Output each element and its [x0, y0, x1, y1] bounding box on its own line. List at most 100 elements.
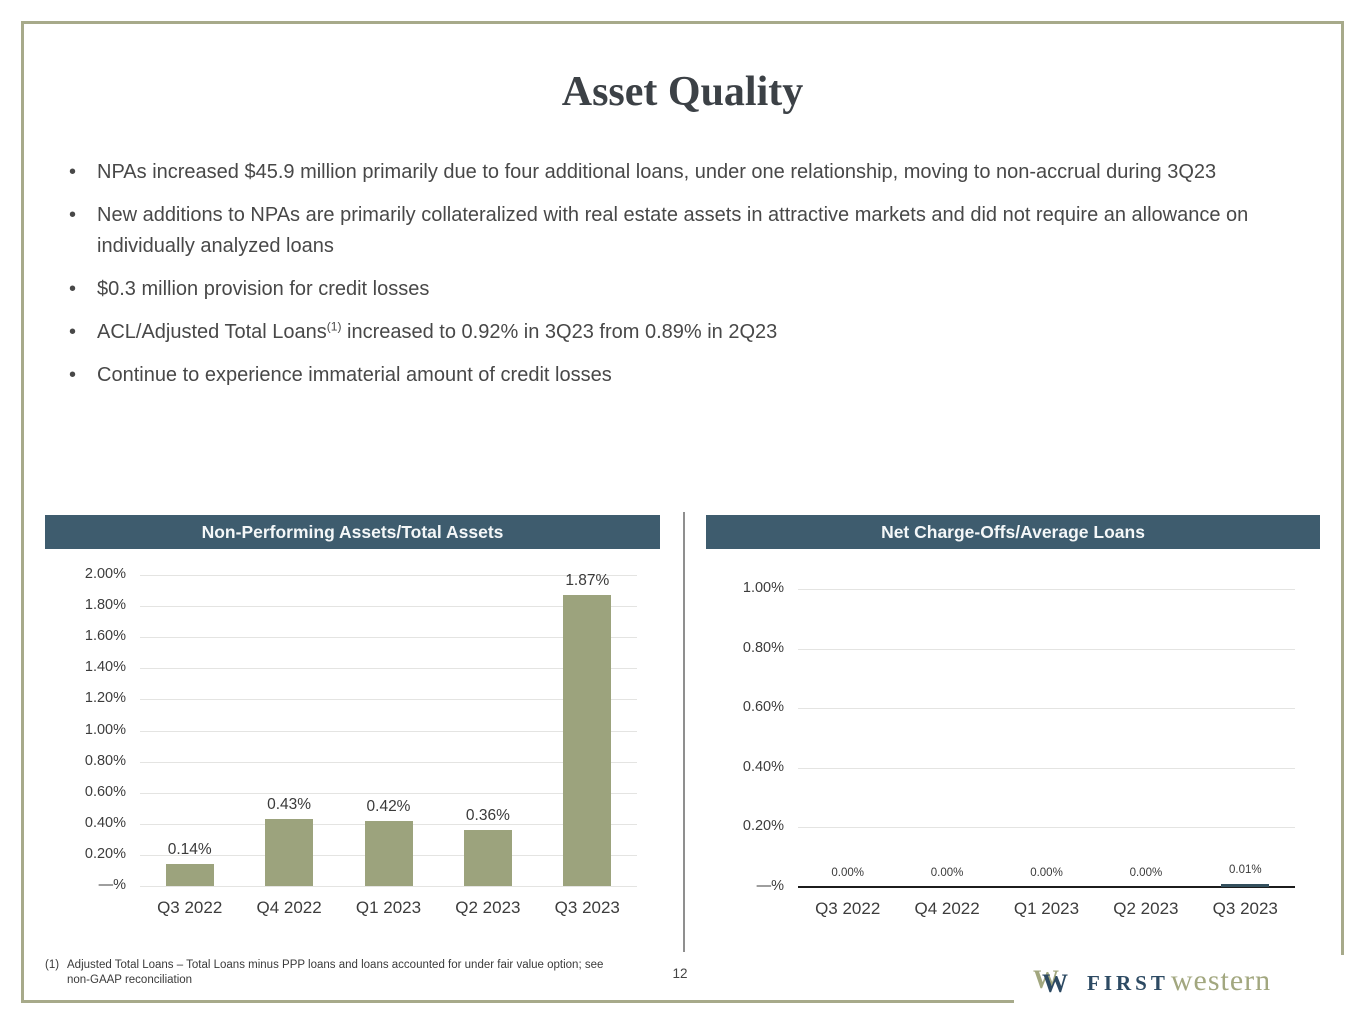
y-axis-tick-label: 2.00% [84, 566, 126, 582]
logo-text-western: western [1170, 964, 1272, 997]
y-axis-tick-label: 0.20% [742, 818, 784, 835]
bullet-glyph: • [69, 321, 77, 343]
slide-border-right [1341, 21, 1344, 955]
bullet-item-3: • ACL/Adjusted Total Loans(1) increased t… [66, 317, 1314, 348]
bar-q3-2023 [563, 595, 612, 886]
y-axis-tick-label: 1.00% [84, 721, 126, 738]
y-axis-tick-label: 1.20% [84, 690, 126, 707]
slide-title: Asset Quality [561, 69, 804, 115]
svg-text:W: W [1042, 969, 1068, 997]
chart-title-npa: Non-Performing Assets/Total Assets [45, 515, 660, 549]
firstwestern-wordmark: FIRST western [1087, 964, 1271, 998]
net-charge-offs-chart: Net Charge-Offs/Average Loans 0.00% 0.00%… [706, 515, 1320, 935]
bullet-item-0: • NPAs increased $45.9 million primarily … [66, 157, 1314, 188]
y-axis-tick-label: 0.40% [84, 814, 126, 831]
bar-q2-2023 [463, 830, 512, 886]
firstwestern-logo: W W FIRST western [1033, 958, 1271, 1004]
y-axis-tick-label: 1.60% [84, 628, 126, 645]
y-axis-tick-label: —% [98, 877, 126, 893]
bar-value-label: 0.42% [366, 797, 411, 815]
nco-chart-plot-area: 0.00% 0.00% 0.00% 0.00% 0.01% [798, 589, 1295, 888]
y-axis-tick-label: 0.80% [84, 752, 126, 769]
bar-q1-2023 [364, 820, 413, 886]
y-axis-tick-label: 0.60% [742, 699, 784, 716]
bar-value-label: 0.00% [930, 867, 964, 879]
bar-q3-2023 [1221, 884, 1270, 887]
y-axis-tick-label: 0.20% [84, 845, 126, 862]
bullet-list: • NPAs increased $45.9 million primarily … [66, 157, 1314, 403]
bar-value-label: 0.14% [167, 841, 212, 859]
y-axis-tick-label: 0.40% [742, 758, 784, 775]
footnote-line1: Adjusted Total Loans – Total Loans minus… [67, 959, 604, 971]
bar-value-label: 0.01% [1228, 864, 1262, 877]
gridline [140, 637, 637, 639]
bullet-text: NPAs increased $45.9 million primarily d… [97, 161, 1217, 183]
footnote-marker: (1) [45, 959, 60, 971]
y-axis-tick-label: 1.80% [84, 597, 126, 614]
bullet-item-2: • $0.3 million provision for credit losse… [66, 274, 1314, 305]
x-axis-category-label: Q1 2023 [355, 898, 422, 917]
x-axis-category-label: Q3 2022 [815, 899, 881, 918]
slide-border-bottom [21, 1000, 1014, 1003]
footnote-text: Adjusted Total Loans – Total Loans minus… [67, 958, 603, 988]
svg-text:W: W [1033, 965, 1059, 994]
bar-value-label: 0.00% [831, 867, 864, 879]
chart-divider-line [683, 512, 685, 952]
bar-value-label: 0.43% [267, 796, 312, 814]
gridline [140, 668, 637, 670]
bar-value-label: 0.36% [465, 807, 510, 825]
x-axis-category-label: Q3 2023 [1212, 899, 1278, 918]
x-axis-category-label: Q4 2022 [256, 898, 322, 917]
bullet-text: ACL/Adjusted Total Loans(1) increased to… [97, 319, 778, 343]
bar-value-label: 0.00% [1129, 867, 1163, 879]
gridline [140, 792, 637, 794]
bullet-item-4: • Continue to experience immaterial amoun… [66, 360, 1314, 391]
gridline [140, 606, 637, 608]
gridline [798, 589, 1295, 590]
x-axis-category-label: Q2 2023 [455, 898, 521, 917]
x-axis-category-label: Q2 2023 [1113, 899, 1179, 918]
bar-q3-2022 [165, 864, 214, 886]
gridline [140, 886, 637, 887]
y-axis-tick-label: 1.00% [742, 580, 784, 596]
chart-title-nco: Net Charge-Offs/Average Loans [706, 515, 1320, 549]
gridline [140, 761, 637, 763]
gridline [140, 699, 637, 701]
npa-chart-plot-area: 0.14% 0.43% 0.42% 0.36% 1.87% [140, 572, 637, 887]
slide-border-left [21, 21, 24, 1003]
gridline [798, 767, 1295, 769]
bullet-text: Continue to experience immaterial amount… [97, 364, 612, 386]
bullet-glyph: • [69, 161, 77, 183]
bullet-glyph: • [69, 204, 77, 226]
x-axis-category-label: Q3 2022 [157, 898, 223, 917]
bullet-text: New additions to NPAs are primarily coll… [97, 204, 1249, 257]
logo-text-first: FIRST [1087, 971, 1169, 995]
page-number: 12 [672, 966, 688, 981]
footnote: (1) Adjusted Total Loans – Total Loans m… [45, 958, 603, 988]
y-axis-tick-label: 0.80% [742, 639, 784, 656]
bullet-text: $0.3 million provision for credit losses [97, 278, 430, 300]
gridline [140, 575, 637, 576]
gridline [140, 730, 637, 732]
y-axis-tick-label: 1.40% [84, 659, 126, 676]
npa-total-assets-chart: Non-Performing Assets/Total Assets 0.14%… [45, 515, 660, 935]
bullet-item-1: • New additions to NPAs are primarily col… [66, 200, 1314, 262]
footnote-line2: non-GAAP reconciliation [67, 974, 193, 986]
x-axis-category-label: Q4 2022 [914, 899, 980, 918]
firstwestern-w-icon: W W [1033, 965, 1068, 997]
bar-value-label: 0.00% [1030, 867, 1063, 879]
slide-border-top [21, 21, 1344, 24]
bullet-glyph: • [69, 278, 77, 300]
bullet-glyph: • [69, 364, 77, 386]
x-axis-category-label: Q3 2023 [554, 898, 620, 917]
gridline [798, 648, 1295, 650]
y-axis-tick-label: —% [756, 878, 784, 894]
x-axis-category-label: Q1 2023 [1013, 899, 1080, 918]
x-axis-line [798, 886, 1295, 888]
gridline [798, 827, 1295, 829]
gridline [798, 708, 1295, 710]
bar-q4-2022 [265, 819, 314, 886]
y-axis-tick-label: 0.60% [84, 783, 126, 800]
bar-value-label: 1.87% [565, 572, 610, 590]
